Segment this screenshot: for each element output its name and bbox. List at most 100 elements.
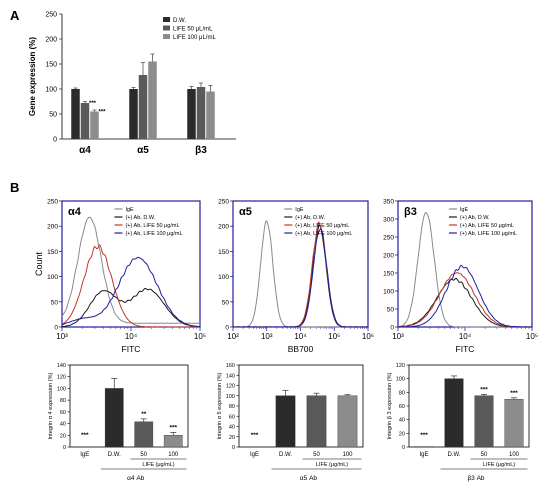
category-label: 100 xyxy=(509,452,520,458)
y-tick-label: 80 xyxy=(229,404,235,410)
legend-swatch xyxy=(163,25,170,31)
legend-label: IgE xyxy=(295,207,304,213)
y-tick-label: 100 xyxy=(226,394,235,400)
x-tick-label: 10⁶ xyxy=(362,332,374,341)
y-axis-label: Integrin α 4 expression (%) xyxy=(48,372,54,439)
y-tick-label: 250 xyxy=(218,199,229,206)
category-label: 50 xyxy=(313,452,320,458)
y-axis-label: Integrin β 3 expression (%) xyxy=(387,372,393,439)
category-label: α4 xyxy=(79,145,91,156)
y-axis-label: Count xyxy=(34,252,44,277)
histogram-series xyxy=(62,288,200,328)
legend-label: (+) Ab, D.W. xyxy=(125,215,155,221)
panel-title: α4 xyxy=(68,206,82,218)
legend-label: IgE xyxy=(125,207,134,213)
group-label: LIFE (μg/mL) xyxy=(316,462,348,468)
x-tick-label: 10³ xyxy=(392,332,404,341)
y-tick-label: 100 xyxy=(218,274,229,281)
y-tick-label: 100 xyxy=(383,289,394,296)
group-label: LIFE (μg/mL) xyxy=(142,462,174,468)
y-tick-label: 100 xyxy=(45,87,57,94)
group-label: LIFE (μg/mL) xyxy=(483,462,515,468)
legend-label: (+) Ab, D.W. xyxy=(460,215,490,221)
flow-panel: 10³ 10⁴ 10⁵ 0 50 100 150 200 250 300 350 β3 FITC IgE (… xyxy=(383,199,538,355)
y-tick-label: 250 xyxy=(47,199,58,206)
y-tick-label: 120 xyxy=(57,375,66,381)
x-axis-label: α4 Ab xyxy=(127,475,145,482)
significance-label: ** xyxy=(141,411,147,418)
y-tick-label: 60 xyxy=(399,404,405,410)
y-tick-label: 0 xyxy=(402,445,405,451)
y-tick-label: 200 xyxy=(47,224,58,231)
y-tick-label: 20 xyxy=(60,433,66,439)
histogram-series xyxy=(398,277,532,328)
x-axis-label: BB700 xyxy=(288,344,314,354)
x-tick-label: 10³ xyxy=(56,332,68,341)
y-axis-label: Integrin α 5 expression (%) xyxy=(217,372,223,439)
bar xyxy=(71,89,80,139)
flow-panel: 10³ 10⁴ 10⁵ 0 50 100 150 200 250 α4 FITC Count IgE (+… xyxy=(34,199,206,355)
x-tick-label: 10⁵ xyxy=(328,332,340,341)
legend-swatch xyxy=(163,17,170,22)
y-tick-label: 0 xyxy=(390,325,394,332)
panel-letter-b: B xyxy=(10,180,19,195)
y-tick-label: 150 xyxy=(218,249,229,256)
bar xyxy=(129,89,138,139)
legend-label: IgE xyxy=(460,207,469,213)
y-tick-label: 0 xyxy=(225,325,229,332)
significance-label: *** xyxy=(251,432,259,439)
flow-panel: 10² 10³ 10⁴ 10⁵ 10⁶ 0 50 100 150 200 250 α5 BB700 IgE… xyxy=(218,199,374,355)
x-tick-label: 10⁴ xyxy=(459,332,472,341)
bar xyxy=(337,395,358,448)
panel-title: α5 xyxy=(239,206,252,218)
y-tick-label: 250 xyxy=(383,235,394,242)
x-tick-label: 10⁵ xyxy=(526,332,538,341)
y-tick-label: 80 xyxy=(399,390,405,396)
y-tick-label: 140 xyxy=(226,373,235,379)
x-tick-label: 10⁴ xyxy=(294,332,307,341)
y-tick-label: 100 xyxy=(47,274,58,281)
bar xyxy=(306,395,327,448)
significance-label: *** xyxy=(99,110,107,116)
x-axis-label: FITC xyxy=(456,344,475,354)
legend-label: (+) Ab, LIFE 100 μg/mL xyxy=(125,231,182,237)
legend-label: (+) Ab, LIFE 100 μg/mL xyxy=(295,231,352,237)
legend-label: LIFE 50 μL/mL xyxy=(173,27,213,33)
category-label: IgE xyxy=(419,452,428,458)
y-tick-label: 250 xyxy=(45,12,57,19)
bar xyxy=(187,89,196,139)
x-tick-label: 10² xyxy=(227,332,239,341)
y-tick-label: 40 xyxy=(399,418,405,424)
y-tick-label: 20 xyxy=(399,431,405,437)
y-tick-label: 0 xyxy=(54,325,58,332)
histogram-series xyxy=(233,227,368,328)
legend-label: (+) Ab, LIFE 50 μg/mL xyxy=(460,223,514,229)
significance-label: *** xyxy=(480,386,488,393)
y-tick-label: 100 xyxy=(57,386,66,392)
category-label: D.W. xyxy=(108,452,121,458)
bar xyxy=(134,421,154,448)
category-label: D.W. xyxy=(279,452,292,458)
bar xyxy=(163,435,183,448)
y-tick-label: 200 xyxy=(218,224,229,231)
bar xyxy=(104,388,124,448)
panel-title: β3 xyxy=(404,206,417,218)
bar xyxy=(275,395,296,448)
y-tick-label: 160 xyxy=(226,363,235,369)
y-tick-label: 0 xyxy=(53,137,57,144)
bar xyxy=(206,91,215,139)
legend-swatch xyxy=(163,34,170,39)
category-label: 100 xyxy=(342,452,353,458)
histogram-series xyxy=(61,244,201,328)
y-tick-label: 40 xyxy=(60,422,66,428)
x-axis-label: FITC xyxy=(122,344,141,354)
category-label: α5 xyxy=(137,145,149,156)
y-tick-label: 0 xyxy=(232,445,235,451)
y-tick-label: 150 xyxy=(45,62,57,69)
legend-label: D.W. xyxy=(173,18,186,24)
panel-a-chart: 0 50 100 150 200 250 Gene expression (%) ******… xyxy=(28,12,236,156)
